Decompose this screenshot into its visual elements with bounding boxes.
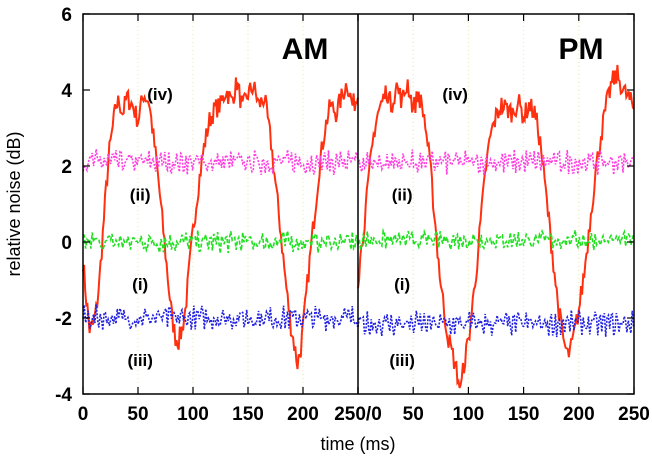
x-tick-label: 250 bbox=[618, 404, 650, 425]
x-tick-label: 100 bbox=[177, 404, 209, 425]
curve-label: (iv) bbox=[442, 85, 468, 104]
x-tick-label: 50 bbox=[127, 404, 148, 425]
curve-label: (ii) bbox=[392, 186, 413, 205]
series-line-ii-am bbox=[82, 149, 359, 176]
label-layer: (iv) (ii) (i) (iii) (iv) (ii) (i) (iii) bbox=[127, 85, 467, 370]
series-line-ii-pm bbox=[357, 149, 635, 176]
panel-title-am: AM bbox=[282, 33, 329, 66]
y-tick-label: 2 bbox=[61, 157, 72, 178]
x-tick-label: 250/0 bbox=[334, 404, 382, 425]
x-tick-label: 200 bbox=[287, 404, 319, 425]
tick-layer: -4 -2 0 2 4 6 0 50 100 150 200 250/0 50 100 150 200 250 bbox=[55, 5, 650, 425]
x-axis-label: time (ms) bbox=[321, 434, 396, 454]
series-line-i-pm bbox=[357, 227, 635, 251]
y-tick-label: 4 bbox=[61, 81, 72, 102]
series-line-i-am bbox=[82, 230, 359, 254]
panel-title-pm: PM bbox=[559, 33, 604, 66]
y-tick-label: -4 bbox=[55, 385, 72, 406]
curve-label: (iii) bbox=[127, 351, 153, 370]
series-line-iv-pm bbox=[357, 64, 635, 389]
curve-label: (i) bbox=[394, 275, 410, 294]
y-tick-label: -2 bbox=[55, 309, 72, 330]
x-tick-label: 200 bbox=[563, 404, 595, 425]
y-tick-label: 0 bbox=[61, 233, 72, 254]
series-layer bbox=[82, 64, 635, 389]
curve-label: (iv) bbox=[147, 85, 173, 104]
y-tick-label: 6 bbox=[61, 5, 72, 26]
curve-label: (i) bbox=[132, 275, 148, 294]
x-tick-label: 150 bbox=[232, 404, 264, 425]
series-line-iv-am bbox=[82, 77, 359, 370]
series-line-iii-pm bbox=[357, 310, 635, 338]
curve-label: (ii) bbox=[130, 186, 151, 205]
x-tick-label: 0 bbox=[78, 404, 89, 425]
x-tick-label: 150 bbox=[508, 404, 540, 425]
curve-label: (iii) bbox=[389, 351, 415, 370]
series-line-iii-am bbox=[82, 304, 359, 333]
y-axis-label: relative noise (dB) bbox=[4, 131, 24, 276]
x-tick-label: 50 bbox=[403, 404, 424, 425]
x-tick-label: 100 bbox=[453, 404, 485, 425]
